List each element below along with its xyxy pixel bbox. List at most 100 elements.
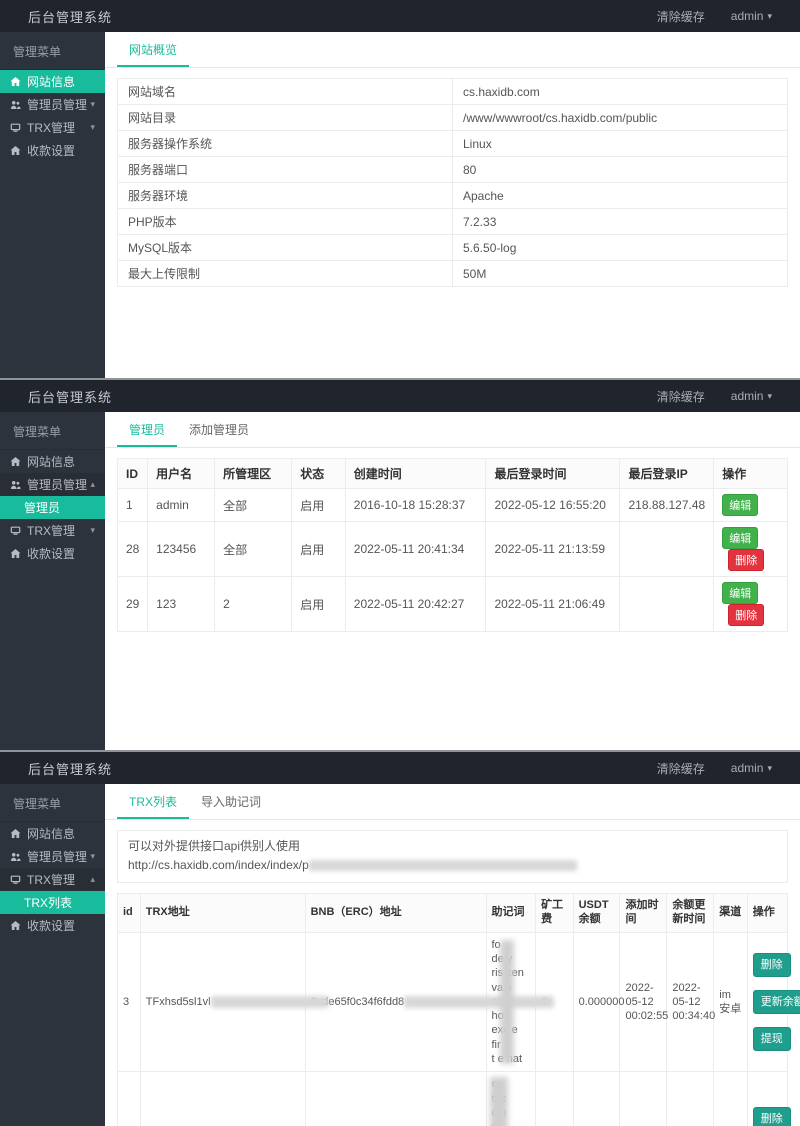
app-title: 后台管理系统 <box>28 389 113 405</box>
table-row: 2 TPLgaJ9ahR 0x3909a4b8ac e trix oin ch … <box>117 1071 791 1126</box>
tab-import-mnemonic[interactable]: 导入助记词 <box>201 795 262 809</box>
username-label: admin <box>730 9 764 23</box>
trx-table: id TRX地址 BNB（ERC）地址 助记词 矿工费 USDT余额 添加时间 … <box>117 893 800 1126</box>
cell-username: 123 <box>147 576 216 632</box>
clear-cache-link[interactable]: 清除缓存 <box>656 389 705 404</box>
sidebar-item-trx-mgmt[interactable]: TRX管理 ▾ <box>0 116 105 139</box>
delete-button[interactable]: 删除 <box>728 549 765 571</box>
edit-button[interactable]: 编辑 <box>722 527 759 549</box>
sidebar-item-payment-settings[interactable]: 收款设置 <box>0 914 105 937</box>
api-note: 可以对外提供接口api供别人使用 http://cs.haxidb.com/in… <box>117 830 788 884</box>
username-label: admin <box>730 389 764 403</box>
table-row: PHP版本 7.2.33 <box>117 208 788 235</box>
sidebar-item-label: 管理员 <box>24 501 61 515</box>
user-dropdown[interactable]: admin ▾ <box>731 389 772 403</box>
col-header: 矿工费 <box>535 893 574 933</box>
home-icon <box>10 920 23 931</box>
cell-id: 29 <box>116 576 149 632</box>
home-icon <box>10 828 23 839</box>
edit-button[interactable]: 编辑 <box>722 494 759 516</box>
sidebar-item-trx-mgmt[interactable]: TRX管理 ▴ <box>0 868 105 891</box>
user-dropdown[interactable]: admin ▾ <box>731 761 772 775</box>
cell-id: 1 <box>116 488 149 522</box>
sidebar-item-payment-settings[interactable]: 收款设置 <box>0 542 105 565</box>
cell-actions: 编辑 <box>713 488 788 522</box>
topbar: 后台管理系统 清除缓存 admin ▾ <box>0 752 800 784</box>
chevron-down-icon: ▾ <box>90 99 95 109</box>
panel-site-overview: 后台管理系统 清除缓存 admin ▾ 管理菜单 网站信息 管理员管理 ▾ TR… <box>0 0 800 378</box>
cell-username: admin <box>147 488 216 522</box>
table-row: 服务器操作系统 Linux <box>117 130 788 157</box>
cell-area: 全部 <box>214 521 293 577</box>
sidebar-item-admin-mgmt[interactable]: 管理员管理 ▾ <box>0 93 105 116</box>
tab-trx-list[interactable]: TRX列表 <box>117 784 190 819</box>
info-value: Linux <box>452 130 788 157</box>
tab-site-overview[interactable]: 网站概览 <box>117 32 190 67</box>
content-area: TRX列表 导入助记词 可以对外提供接口api供别人使用 http://cs.h… <box>105 784 800 1126</box>
info-label: 网站目录 <box>117 104 453 131</box>
cell-id: 2 <box>117 1071 141 1126</box>
delete-button[interactable]: 删除 <box>752 952 791 977</box>
sidebar-item-admin-mgmt[interactable]: 管理员管理 ▾ <box>0 845 105 868</box>
cell-updated-time: 2022- cha..pion <box>666 1071 715 1126</box>
api-url: http://cs.haxidb.com/index/index/p <box>128 857 309 872</box>
user-dropdown[interactable]: admin ▾ <box>731 9 772 23</box>
chevron-down-icon: ▾ <box>90 851 95 861</box>
table-row: 最大上传限制 50M <box>117 260 788 287</box>
trx-address-text: TFxhsd5sl1vl <box>145 995 211 1008</box>
update-balance-button[interactable]: 更新余额 <box>752 989 800 1015</box>
clear-cache-link[interactable]: 清除缓存 <box>656 9 705 24</box>
col-header: BNB（ERC）地址 <box>304 893 487 933</box>
info-label: 服务器操作系统 <box>117 130 453 157</box>
sidebar-item-trx-mgmt[interactable]: TRX管理 ▾ <box>0 519 105 542</box>
info-value: Apache <box>452 182 788 209</box>
delete-button[interactable]: 删除 <box>728 604 765 626</box>
tab-add-admin[interactable]: 添加管理员 <box>189 423 250 437</box>
tab-bar: TRX列表 导入助记词 <box>105 784 800 820</box>
delete-button[interactable]: 删除 <box>752 1106 791 1126</box>
monitor-icon <box>10 875 23 885</box>
sidebar-item-website-info[interactable]: 网站信息 <box>0 450 105 473</box>
cell-area: 2 <box>214 576 293 632</box>
sidebar-item-label: 收款设置 <box>27 919 76 933</box>
cell-status: 启用 <box>291 576 346 632</box>
sidebar-item-website-info[interactable]: 网站信息 <box>0 822 105 845</box>
col-header: 余额更新时间 <box>666 893 715 933</box>
sidebar-item-label: TRX管理 <box>27 121 76 135</box>
sidebar-item-label: 网站信息 <box>27 827 76 841</box>
table-row: MySQL版本 5.6.50-log <box>117 234 788 261</box>
app-title: 后台管理系统 <box>28 761 113 777</box>
app-title: 后台管理系统 <box>28 9 113 25</box>
users-icon <box>10 852 23 862</box>
col-header: 操作 <box>713 458 788 489</box>
home-icon <box>10 76 23 87</box>
cell-last-login: 2022-05-11 21:06:49 <box>485 576 621 632</box>
info-value: 50M <box>452 260 788 287</box>
cell-added-time: 2022- cha..p4b8ac <box>619 1071 668 1126</box>
clear-cache-link[interactable]: 清除缓存 <box>656 761 705 776</box>
table-row: 29 123 2 启用 2022-05-11 20:42:27 2022-05-… <box>116 576 788 632</box>
col-header: 最后登录时间 <box>485 458 621 489</box>
info-value: cs.haxidb.com <box>452 78 788 105</box>
sidebar-item-payment-settings[interactable]: 收款设置 <box>0 139 105 162</box>
topbar: 后台管理系统 清除缓存 admin ▾ <box>0 0 800 32</box>
sidebar-item-label: 管理员管理 <box>27 850 88 864</box>
tab-admin-list[interactable]: 管理员 <box>117 412 178 447</box>
cell-actions: 删除 更新余额 提现 <box>746 1071 791 1126</box>
cell-added-time: 2022-05-12 00:02:55 <box>619 931 668 1073</box>
cell-username: 123456 <box>147 521 216 577</box>
col-header: 用户名 <box>147 458 216 489</box>
table-row: 网站域名 cs.haxidb.com <box>117 78 788 105</box>
chevron-up-icon: ▴ <box>90 479 95 489</box>
sidebar-subitem-admin[interactable]: 管理员 <box>0 496 105 519</box>
col-header: id <box>117 893 141 933</box>
api-note-text: 可以对外提供接口api供别人使用 <box>128 839 301 853</box>
sidebar-item-website-info[interactable]: 网站信息 <box>0 70 105 93</box>
cell-status: 启用 <box>291 521 346 577</box>
withdraw-button[interactable]: 提现 <box>752 1027 791 1052</box>
table-row: 服务器环境 Apache <box>117 182 788 209</box>
sidebar-subitem-trx-list[interactable]: TRX列表 <box>0 891 105 914</box>
sidebar-item-label: 收款设置 <box>27 547 76 561</box>
sidebar-item-admin-mgmt[interactable]: 管理员管理 ▴ <box>0 473 105 496</box>
edit-button[interactable]: 编辑 <box>722 582 759 604</box>
